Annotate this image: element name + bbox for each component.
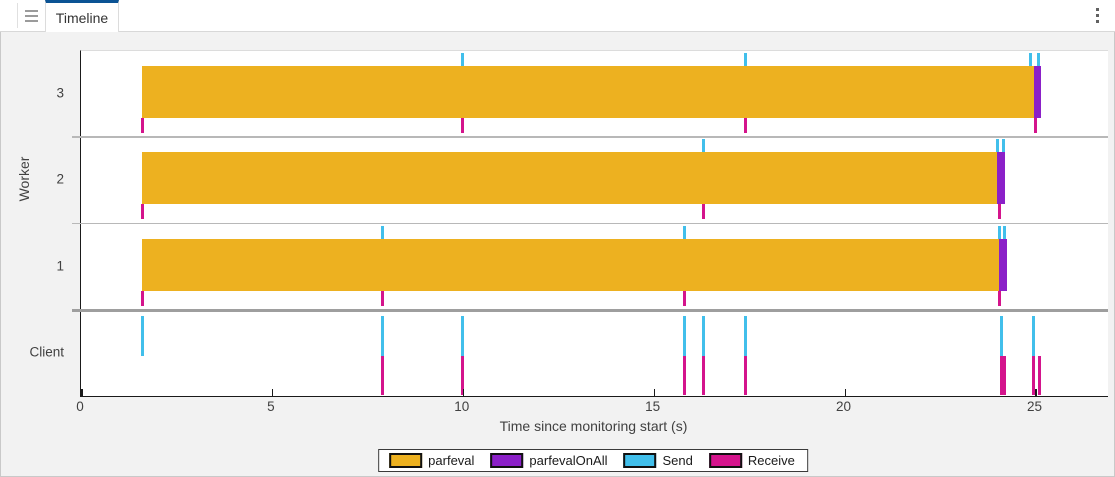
receive-tick[interactable] <box>701 355 705 395</box>
kebab-menu-icon[interactable] <box>1096 8 1099 23</box>
send-tick[interactable] <box>701 139 705 153</box>
receive-tick[interactable] <box>999 355 1003 395</box>
send-tick[interactable] <box>140 315 144 356</box>
y-tick-label: 1 <box>56 258 64 274</box>
send-tick[interactable] <box>1002 225 1006 239</box>
x-tick-label: 10 <box>454 399 470 414</box>
x-tick <box>271 389 274 396</box>
y-tick-label: Client <box>29 344 64 360</box>
send-tick[interactable] <box>701 315 705 356</box>
legend-swatch <box>623 453 657 468</box>
figure-toolbar: Timeline <box>0 0 1115 32</box>
x-tick-label: 20 <box>836 399 852 414</box>
send-tick[interactable] <box>1032 315 1036 356</box>
receive-tick[interactable] <box>461 118 465 133</box>
x-axis-label: Time since monitoring start (s) <box>499 418 688 434</box>
legend-swatch <box>490 453 524 468</box>
receive-tick[interactable] <box>381 290 385 306</box>
send-tick[interactable] <box>461 53 465 66</box>
send-tick[interactable] <box>682 315 686 356</box>
toolbar-separator <box>17 3 18 28</box>
legend-item: Receive <box>708 453 795 468</box>
send-tick[interactable] <box>995 139 999 153</box>
x-tick <box>653 389 656 396</box>
x-tick-label: 15 <box>645 399 661 414</box>
send-tick[interactable] <box>381 315 385 356</box>
x-tick-label: 25 <box>1026 399 1042 414</box>
send-tick[interactable] <box>381 225 385 239</box>
send-tick[interactable] <box>997 225 1001 239</box>
legend-label: parfevalOnAll <box>529 453 608 468</box>
receive-tick[interactable] <box>997 204 1001 220</box>
parfevalOnAll-bar[interactable] <box>1033 66 1042 118</box>
lane-divider <box>72 136 1108 138</box>
lane-divider <box>72 308 1108 312</box>
send-tick[interactable] <box>461 315 465 356</box>
parfevalOnAll-bar[interactable] <box>999 238 1007 291</box>
send-tick[interactable] <box>682 225 686 239</box>
plot-area[interactable] <box>72 50 1108 397</box>
send-tick[interactable] <box>743 315 747 356</box>
receive-tick[interactable] <box>1037 355 1041 395</box>
legend-item: parfeval <box>389 453 474 468</box>
tab-timeline[interactable]: Timeline <box>45 0 119 32</box>
grip-icon[interactable] <box>25 10 38 22</box>
receive-tick[interactable] <box>381 355 385 395</box>
legend-item: parfevalOnAll <box>490 453 607 468</box>
x-tick-label: 5 <box>267 399 275 414</box>
parfeval-bar[interactable] <box>142 238 1000 291</box>
x-tick-label: 0 <box>76 399 84 414</box>
send-tick[interactable] <box>1028 53 1032 66</box>
y-axis: 3 2 1 Client <box>0 50 72 395</box>
x-tick <box>1035 389 1037 396</box>
y-tick-label: 3 <box>56 85 64 101</box>
y-tick-label: 2 <box>56 171 64 187</box>
legend-label: parfeval <box>428 453 475 468</box>
legend: parfeval parfevalOnAll Send Receive <box>378 449 808 472</box>
x-axis-tick-labels: 0 5 10 15 20 25 <box>76 399 1107 417</box>
y-axis-label: Worker <box>16 156 32 202</box>
x-tick <box>81 389 83 396</box>
send-tick[interactable] <box>999 315 1003 356</box>
receive-tick[interactable] <box>140 204 144 220</box>
receive-tick[interactable] <box>461 355 465 395</box>
receive-tick[interactable] <box>1033 118 1037 133</box>
send-tick[interactable] <box>743 53 747 66</box>
receive-tick[interactable] <box>997 290 1001 306</box>
send-tick[interactable] <box>1001 139 1005 153</box>
receive-tick[interactable] <box>140 290 144 306</box>
receive-tick[interactable] <box>1032 355 1036 395</box>
parfevalOnAll-bar[interactable] <box>997 152 1005 205</box>
legend-swatch <box>389 453 423 468</box>
receive-tick[interactable] <box>1003 355 1007 395</box>
receive-tick[interactable] <box>140 118 144 133</box>
tab-label: Timeline <box>55 9 109 26</box>
receive-tick[interactable] <box>743 118 747 133</box>
parfeval-bar[interactable] <box>142 66 1034 118</box>
legend-label: Send <box>662 453 693 468</box>
receive-tick[interactable] <box>682 290 686 306</box>
receive-tick[interactable] <box>743 355 747 395</box>
send-tick[interactable] <box>1037 53 1040 66</box>
parfeval-bar[interactable] <box>142 152 998 205</box>
x-tick <box>844 389 847 396</box>
lane-divider <box>72 222 1108 224</box>
legend-label: Receive <box>747 453 795 468</box>
x-tick <box>462 389 465 396</box>
legend-item: Send <box>623 453 693 468</box>
legend-swatch <box>708 453 742 468</box>
receive-tick[interactable] <box>682 355 686 395</box>
receive-tick[interactable] <box>701 204 705 220</box>
